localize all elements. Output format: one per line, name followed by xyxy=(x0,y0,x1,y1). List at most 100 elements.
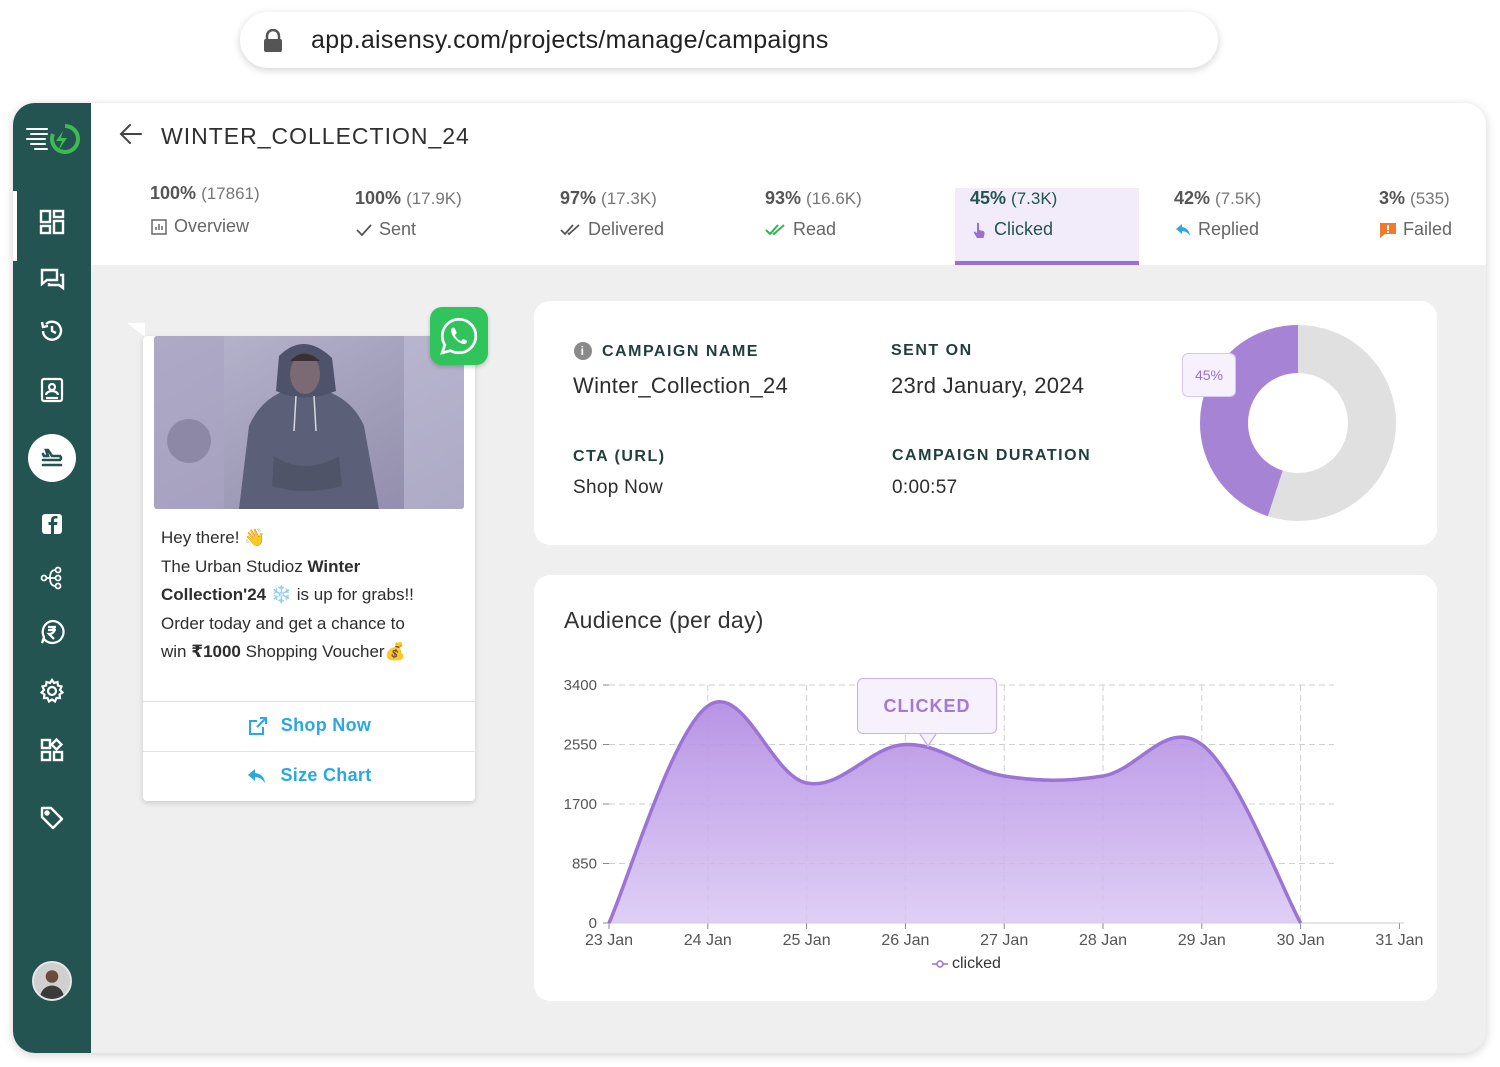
tab-overview[interactable]: 100% (17861) Overview xyxy=(150,183,260,265)
sidebar-item-tags[interactable] xyxy=(35,801,69,835)
legend-label: clicked xyxy=(952,955,1001,972)
sidebar-item-facebook[interactable] xyxy=(35,507,69,541)
url-text: app.aisensy.com/projects/manage/campaign… xyxy=(311,26,829,54)
clicked-area-fill xyxy=(609,701,1301,923)
size-chart-label: Size Chart xyxy=(280,765,372,785)
page-title: WINTER_COLLECTION_24 xyxy=(161,123,470,149)
sidebar-active-indicator xyxy=(13,191,17,261)
x-tick-label: 27 Jan xyxy=(980,932,1028,949)
message-line4-rest: Shopping Voucher💰 xyxy=(240,642,406,661)
stat-count: (7.3K) xyxy=(1011,189,1058,208)
double-check-green-icon xyxy=(765,223,785,235)
stat-label: Sent xyxy=(379,219,417,239)
y-tick-label: 0 xyxy=(589,915,597,932)
y-tick-label: 1700 xyxy=(564,796,597,813)
user-avatar[interactable] xyxy=(32,961,72,1001)
campaign-duration-value: 0:00:57 xyxy=(892,477,958,498)
sidebar-item-contacts[interactable] xyxy=(35,373,69,407)
overview-icon xyxy=(151,218,167,235)
back-arrow-icon[interactable] xyxy=(119,123,143,145)
hoodie-photo xyxy=(154,336,464,509)
sidebar-item-payments[interactable] xyxy=(35,615,69,649)
chat-icon xyxy=(40,268,65,291)
campaign-duration-label: CAMPAIGN DURATION xyxy=(892,447,1092,464)
dashboard-icon xyxy=(39,209,65,235)
info-icon[interactable]: i xyxy=(574,342,592,360)
message-line3: Order today and get a chance to xyxy=(161,613,405,633)
sidebar-item-campaigns[interactable] xyxy=(28,434,76,482)
sidebar-item-chats[interactable] xyxy=(35,262,69,296)
reply-icon xyxy=(248,768,266,783)
chart-legend[interactable]: clicked xyxy=(932,955,1001,973)
x-tick-label: 31 Jan xyxy=(1375,932,1423,949)
shop-now-label: Shop Now xyxy=(280,715,372,735)
x-tick-label: 26 Jan xyxy=(881,932,929,949)
x-tick-label: 29 Jan xyxy=(1178,932,1226,949)
legend-marker-icon xyxy=(932,960,948,968)
message-greeting: Hey there! 👋 xyxy=(161,528,266,547)
y-tick-label: 2550 xyxy=(564,737,597,754)
tab-clicked[interactable]: 45% (7.3K) Clicked xyxy=(955,188,1139,265)
message-preview: Hey there! 👋 The Urban Studioz Winter Co… xyxy=(143,336,475,801)
message-line1-prefix: The Urban Studioz xyxy=(161,556,308,576)
flow-icon xyxy=(40,566,62,590)
stat-label: Read xyxy=(793,219,837,239)
stat-count: (17.9K) xyxy=(406,189,462,208)
y-tick-label: 850 xyxy=(572,856,597,873)
whatsapp-icon xyxy=(430,307,488,365)
check-icon xyxy=(356,223,372,236)
sidebar-item-integrations[interactable] xyxy=(35,733,69,767)
message-bubble-tail xyxy=(127,323,145,337)
campaign-plane-icon xyxy=(41,448,63,467)
chart-title: Audience (per day) xyxy=(564,607,764,633)
stat-count: (17861) xyxy=(201,184,260,203)
sidebar-item-flows[interactable] xyxy=(35,561,69,595)
stat-count: (16.6K) xyxy=(806,189,862,208)
lock-icon xyxy=(264,29,282,52)
message-line2-bold: Collection'24 xyxy=(161,585,267,604)
x-tick-label: 30 Jan xyxy=(1277,932,1325,949)
size-chart-button[interactable]: Size Chart xyxy=(143,751,475,799)
pointer-icon xyxy=(973,222,985,238)
tab-sent[interactable]: 100% (17.9K) Sent xyxy=(355,188,462,265)
avatar-image xyxy=(34,963,70,999)
cta-value: Shop Now xyxy=(573,477,664,498)
message-line4-prefix: win xyxy=(161,642,192,661)
x-tick-label: 28 Jan xyxy=(1079,932,1127,949)
message-line1-bold: Winter xyxy=(307,556,361,576)
donut-tooltip: 45% xyxy=(1182,353,1236,397)
x-tick-label: 23 Jan xyxy=(585,932,633,949)
stat-pct: 97% xyxy=(560,188,597,208)
y-tick-label: 3400 xyxy=(564,677,597,694)
rupee-icon xyxy=(40,619,65,645)
address-bar[interactable]: app.aisensy.com/projects/manage/campaign… xyxy=(240,12,1218,68)
stat-pct: 100% xyxy=(355,188,402,208)
reply-icon xyxy=(1176,223,1190,236)
campaign-name-label: i CAMPAIGN NAME xyxy=(574,342,759,361)
tab-replied[interactable]: 42% (7.5K) Replied xyxy=(1174,188,1261,265)
alert-icon xyxy=(1380,222,1396,238)
tab-read[interactable]: 93% (16.6K) Read xyxy=(765,188,862,265)
sidebar-item-history[interactable] xyxy=(35,314,69,348)
cta-label: CTA (URL) xyxy=(573,448,666,465)
sent-on-value: 23rd January, 2024 xyxy=(891,373,1085,398)
apps-icon xyxy=(40,737,64,762)
tab-delivered[interactable]: 97% (17.3K) Delivered xyxy=(560,188,664,265)
sidebar-item-settings[interactable] xyxy=(35,674,69,708)
stat-pct: 45% xyxy=(970,188,1007,208)
stat-count: (7.5K) xyxy=(1215,189,1262,208)
shop-now-button[interactable]: Shop Now xyxy=(143,701,475,749)
external-link-icon xyxy=(248,716,267,735)
campaign-info-card: i CAMPAIGN NAME Winter_Collection_24 SENT… xyxy=(534,301,1437,545)
product-image xyxy=(154,336,464,509)
contacts-icon xyxy=(40,377,64,403)
history-icon xyxy=(40,320,63,341)
stat-count: (535) xyxy=(1410,189,1450,208)
stat-label: Failed xyxy=(1403,219,1453,239)
audience-area-chart: 3400 2550 1700 850 023 Jan 24 Jan 25 Jan 26 Jan… xyxy=(564,677,1424,949)
clicked-donut-chart xyxy=(1200,325,1396,521)
tab-failed[interactable]: 3% (535) Failed xyxy=(1379,188,1452,265)
whatsapp-logo-icon xyxy=(440,317,478,355)
sidebar-item-dashboard[interactable] xyxy=(35,205,69,239)
sidebar xyxy=(13,103,91,1053)
